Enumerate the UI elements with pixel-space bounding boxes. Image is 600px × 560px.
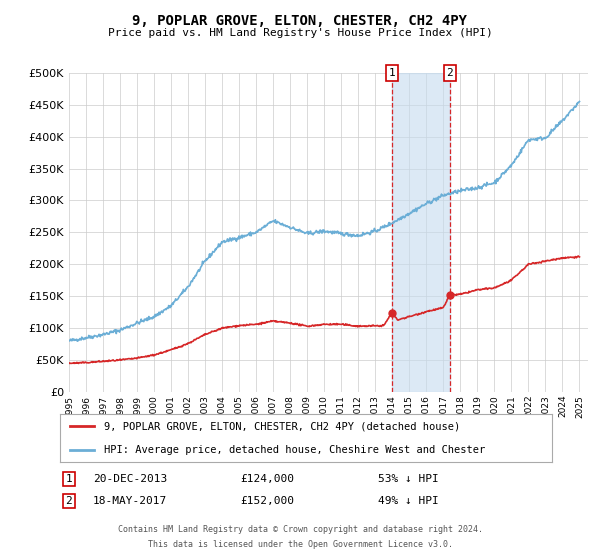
Text: HPI: Average price, detached house, Cheshire West and Chester: HPI: Average price, detached house, Ches… (104, 445, 485, 455)
Text: Price paid vs. HM Land Registry's House Price Index (HPI): Price paid vs. HM Land Registry's House … (107, 28, 493, 38)
Text: Contains HM Land Registry data © Crown copyright and database right 2024.: Contains HM Land Registry data © Crown c… (118, 525, 482, 534)
Bar (392, 73, 450, 392)
Text: 49% ↓ HPI: 49% ↓ HPI (378, 496, 439, 506)
Text: £124,000: £124,000 (240, 474, 294, 484)
Text: 9, POPLAR GROVE, ELTON, CHESTER, CH2 4PY (detached house): 9, POPLAR GROVE, ELTON, CHESTER, CH2 4PY… (104, 421, 461, 431)
Text: 2: 2 (446, 68, 453, 78)
Text: 53% ↓ HPI: 53% ↓ HPI (378, 474, 439, 484)
Text: 1: 1 (65, 474, 73, 484)
Text: £152,000: £152,000 (240, 496, 294, 506)
Text: This data is licensed under the Open Government Licence v3.0.: This data is licensed under the Open Gov… (148, 540, 452, 549)
Text: 2: 2 (65, 496, 73, 506)
Text: 20-DEC-2013: 20-DEC-2013 (93, 474, 167, 484)
Text: 18-MAY-2017: 18-MAY-2017 (93, 496, 167, 506)
Text: 1: 1 (388, 68, 395, 78)
Text: 9, POPLAR GROVE, ELTON, CHESTER, CH2 4PY: 9, POPLAR GROVE, ELTON, CHESTER, CH2 4PY (133, 14, 467, 28)
